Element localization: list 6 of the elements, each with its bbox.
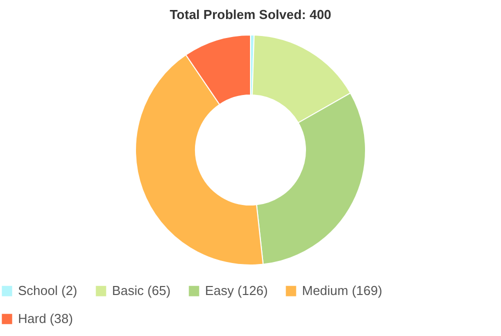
- legend-label: Easy (126): [205, 283, 268, 298]
- legend-label: Hard (38): [18, 311, 73, 326]
- chart-title: Total Problem Solved: 400: [170, 7, 332, 22]
- legend-label: Basic (65): [112, 283, 171, 298]
- legend-label: Medium (169): [302, 283, 382, 298]
- legend-label: School (2): [18, 283, 78, 298]
